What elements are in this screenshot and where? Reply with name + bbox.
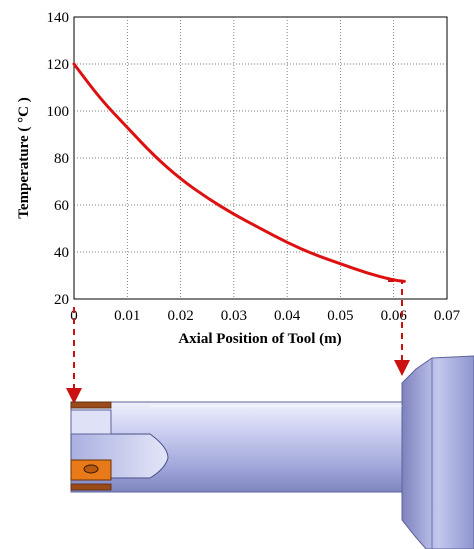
y-axis-label: Temperature ( °C )	[16, 97, 32, 218]
tool-illustration	[70, 355, 474, 549]
y-tick-label: 20	[54, 292, 69, 308]
grid-lines	[74, 17, 447, 299]
y-tick-labels: 20 40 60 80 100 120 140	[47, 10, 70, 308]
x-axis-label: Axial Position of Tool (m)	[178, 331, 341, 347]
x-tick-label: 0.05	[327, 308, 353, 324]
x-tick-label: 0.07	[434, 308, 461, 324]
y-tick-label: 140	[47, 10, 70, 26]
end-arrow	[388, 280, 410, 376]
y-tick-label: 60	[54, 198, 69, 214]
insert-bottom	[70, 483, 112, 491]
y-tick-label: 40	[54, 245, 69, 261]
x-tick-labels: 0 0.01 0.02 0.03 0.04 0.05 0.06 0.07	[70, 308, 460, 324]
insert-screw	[83, 464, 99, 474]
x-tick-label: 0.03	[221, 308, 247, 324]
x-tick-label: 0	[70, 308, 78, 324]
tool-tip-slot	[70, 409, 112, 435]
x-tick-label: 0.04	[274, 308, 301, 324]
temperature-curve	[72, 62, 406, 283]
insert-top	[70, 401, 112, 409]
y-tick-label: 80	[54, 151, 69, 167]
x-tick-label: 0.01	[114, 308, 140, 324]
x-tick-label: 0.02	[167, 308, 193, 324]
temperature-chart: 0 0.01 0.02 0.03 0.04 0.05 0.06 0.07 20 40 60 80 10…	[16, 10, 461, 347]
x-tick-label: 0.06	[381, 308, 408, 324]
y-tick-label: 120	[47, 57, 70, 73]
y-tick-label: 100	[47, 104, 70, 120]
tool-flange	[401, 355, 474, 549]
